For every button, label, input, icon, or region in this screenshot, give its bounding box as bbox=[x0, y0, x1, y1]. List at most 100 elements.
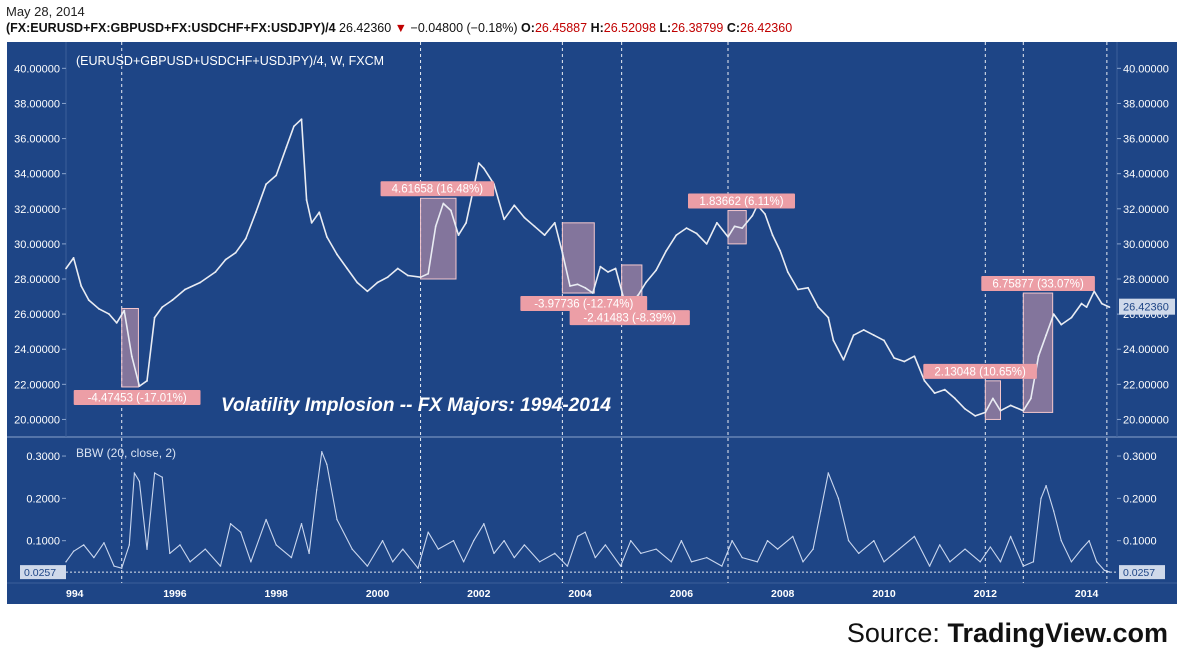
low-label: L: bbox=[659, 21, 672, 35]
y-tick-label-left-8: 36.00000 bbox=[14, 134, 60, 146]
bbw-point-41 bbox=[483, 523, 485, 525]
main-chart-title: (EURUSD+GBPUSD+USDCHF+USDJPY)/4, W, FXCM bbox=[76, 54, 384, 68]
price-point-49 bbox=[503, 218, 506, 221]
bbw-current-tag-left: 0.0257 bbox=[24, 567, 56, 579]
measure-label-6: 6.75877 (33.07%) bbox=[992, 279, 1084, 291]
bbw-point-10 bbox=[146, 548, 148, 550]
x-tick-label-4: 2002 bbox=[467, 588, 491, 600]
open-value: 26.45887 bbox=[534, 21, 588, 35]
price-point-24 bbox=[293, 125, 295, 128]
price-point-33 bbox=[366, 290, 369, 293]
bbw-point-55 bbox=[640, 552, 642, 555]
price-point-62 bbox=[614, 267, 617, 270]
bbw-point-63 bbox=[741, 556, 743, 559]
x-tick-label-3: 2000 bbox=[366, 588, 390, 600]
bbw-point-62 bbox=[731, 539, 733, 542]
bbw-tick-label-left-1: 0.2000 bbox=[26, 493, 60, 505]
bbw-point-30 bbox=[351, 548, 353, 550]
bbw-point-16 bbox=[204, 548, 206, 550]
price-point-8 bbox=[130, 355, 133, 358]
y-tick-label-right-8: 36.00000 bbox=[1123, 134, 1169, 146]
bbw-point-95 bbox=[1088, 539, 1090, 542]
bbw-point-56 bbox=[655, 548, 657, 550]
price-point-38 bbox=[419, 276, 422, 279]
price-point-90 bbox=[862, 329, 865, 331]
price-point-26 bbox=[305, 199, 308, 201]
bbw-point-73 bbox=[847, 539, 850, 542]
bbw-point-39 bbox=[462, 561, 465, 563]
price-change: −0.04800 (−0.18%) bbox=[410, 21, 518, 35]
bbw-tick-label-left-2: 0.3000 bbox=[26, 451, 60, 463]
bbw-point-17 bbox=[219, 565, 222, 567]
price-point-21 bbox=[265, 183, 267, 186]
bbw-point-0 bbox=[65, 561, 67, 563]
bbw-point-72 bbox=[837, 497, 840, 500]
measure-label-bg-0 bbox=[73, 389, 201, 405]
bbw-point-61 bbox=[721, 565, 723, 567]
bbw-point-49 bbox=[576, 535, 579, 538]
x-tick-label-8: 2010 bbox=[872, 588, 896, 600]
bbw-point-53 bbox=[619, 565, 622, 567]
price-point-17 bbox=[224, 258, 227, 261]
price-point-83 bbox=[797, 288, 799, 291]
bbw-point-4 bbox=[103, 542, 105, 544]
price-point-96 bbox=[923, 379, 926, 382]
price-point-79 bbox=[764, 213, 766, 215]
price-point-25 bbox=[300, 118, 303, 121]
measure-box-1 bbox=[420, 197, 457, 280]
bbw-point-12 bbox=[161, 476, 163, 478]
price-point-46 bbox=[477, 162, 480, 165]
price-point-89 bbox=[852, 334, 855, 337]
price-point-111 bbox=[1060, 323, 1063, 326]
bbw-point-25 bbox=[308, 552, 310, 555]
price-point-58 bbox=[584, 286, 587, 289]
price-point-66 bbox=[645, 281, 647, 284]
price-point-85 bbox=[817, 306, 820, 308]
x-tick-label-5: 2004 bbox=[568, 588, 592, 600]
price-point-99 bbox=[954, 397, 956, 400]
bbw-point-67 bbox=[792, 535, 794, 538]
y-tick-label-right-5: 30.00000 bbox=[1123, 239, 1169, 251]
bbw-point-97 bbox=[1103, 569, 1106, 572]
bbw-point-68 bbox=[802, 561, 804, 563]
bbw-point-51 bbox=[594, 556, 596, 559]
x-tick-label-9: 2012 bbox=[974, 588, 998, 600]
price-point-37 bbox=[406, 274, 409, 277]
symbol-name[interactable]: (FX:EURUSD+FX:GBPUSD+FX:USDCHF+FX:USDJPY… bbox=[6, 21, 336, 35]
price-point-11 bbox=[153, 316, 156, 319]
bbw-point-31 bbox=[366, 565, 369, 567]
measure-label-4: 1.83662 (6.11%) bbox=[699, 196, 783, 208]
price-point-88 bbox=[842, 358, 845, 361]
bbw-point-21 bbox=[265, 518, 267, 521]
measure-label-3: -2.41483 (-8.39%) bbox=[583, 313, 676, 325]
bbw-point-60 bbox=[706, 556, 708, 559]
bbw-point-81 bbox=[949, 561, 951, 563]
y-tick-label-right-9: 38.00000 bbox=[1123, 98, 1169, 110]
high-label: H: bbox=[590, 21, 604, 35]
price-point-32 bbox=[356, 281, 359, 284]
bbw-point-86 bbox=[1009, 535, 1012, 538]
price-point-56 bbox=[569, 285, 571, 287]
bbw-point-14 bbox=[179, 544, 181, 546]
measure-label-bg-1 bbox=[380, 181, 495, 197]
bbw-point-42 bbox=[493, 552, 495, 555]
bbw-current-tag-left-bg bbox=[20, 565, 66, 580]
bbw-point-37 bbox=[437, 548, 439, 550]
bbw-point-58 bbox=[680, 539, 683, 542]
price-point-67 bbox=[655, 269, 657, 272]
source-brand: TradingView.com bbox=[947, 618, 1168, 648]
price-point-117 bbox=[1108, 306, 1111, 308]
price-point-109 bbox=[1045, 334, 1047, 337]
price-point-39 bbox=[427, 272, 430, 275]
bbw-point-15 bbox=[189, 561, 191, 563]
bbw-point-66 bbox=[776, 548, 779, 550]
price-point-105 bbox=[1009, 404, 1012, 407]
price-point-1 bbox=[72, 257, 75, 259]
y-tick-label-left-2: 24.00000 bbox=[14, 344, 60, 356]
bbw-point-20 bbox=[250, 561, 252, 563]
bbw-point-89 bbox=[1040, 497, 1042, 500]
price-point-68 bbox=[665, 250, 668, 252]
bbw-point-50 bbox=[584, 531, 586, 533]
price-point-112 bbox=[1070, 316, 1073, 319]
